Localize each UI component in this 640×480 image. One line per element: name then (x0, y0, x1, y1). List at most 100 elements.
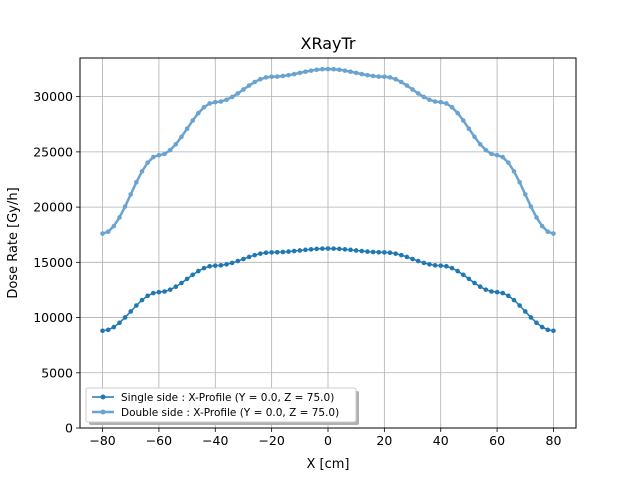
series-0-point (365, 249, 370, 254)
series-0-point (489, 289, 494, 294)
series-1-point (111, 223, 117, 229)
series-0-point (308, 247, 314, 252)
series-0-point (246, 254, 252, 260)
series-0-point (522, 309, 528, 314)
series-0-point (376, 249, 382, 255)
series-0-point (320, 246, 325, 251)
legend-label-single: Single side : X-Profile (Y = 0.0, Z = 75… (121, 392, 334, 404)
series-1-point (297, 70, 303, 76)
series-0-point (291, 248, 297, 254)
series-0-point (404, 254, 410, 260)
series-1-point (483, 147, 489, 153)
series-0-point (229, 260, 235, 266)
x-tick-label: 20 (376, 433, 392, 448)
series-0-point (421, 260, 427, 266)
series-0-point (150, 290, 156, 296)
series-1-point (196, 110, 201, 116)
series-0-point (534, 320, 539, 326)
series-1-point (179, 134, 184, 140)
x-tick-label: −60 (146, 433, 172, 448)
series-0-point (528, 315, 534, 320)
series-1-point (258, 76, 263, 82)
series-1-point (551, 231, 556, 236)
series-1-point (365, 72, 370, 78)
series-1-point (432, 99, 438, 104)
series-1-point (410, 87, 415, 92)
series-0-point (258, 251, 263, 256)
series-1-point (201, 104, 207, 110)
series-0-point (331, 246, 336, 251)
series-0-point (145, 293, 150, 299)
series-1-point (353, 70, 359, 76)
series-1-point (156, 152, 162, 158)
series-1-point (100, 231, 105, 236)
series-0-point (297, 248, 303, 253)
series-0-point (460, 272, 466, 278)
series-0-point (105, 327, 111, 333)
series-1-point (427, 97, 432, 103)
legend: Single side : X-Profile (Y = 0.0, Z = 75… (85, 387, 359, 425)
series-1-point (235, 91, 241, 96)
series-1-point (145, 160, 150, 165)
y-tick-label: 0 (65, 421, 73, 436)
series-0-point (477, 284, 483, 289)
series-0-point (342, 247, 348, 252)
series-1-point (263, 75, 269, 80)
series-1-point (184, 126, 190, 131)
series-0-point (539, 324, 545, 330)
series-0-point (111, 324, 117, 330)
series-0-point (117, 320, 122, 326)
y-tick-label: 15000 (33, 255, 73, 270)
series-1-point (348, 69, 353, 75)
series-0-point (252, 252, 258, 258)
series-0-point (387, 250, 393, 256)
series-0-point (472, 280, 477, 286)
series-1-point (212, 99, 218, 105)
series-1-point (303, 69, 308, 75)
series-1-point (162, 151, 167, 157)
x-tick-label: −20 (258, 433, 284, 448)
series-1-point (139, 169, 145, 174)
series-1-point (382, 74, 387, 80)
series-1-point (342, 68, 348, 73)
series-1-point (387, 75, 393, 80)
series-1-point (167, 147, 173, 153)
series-0-point (348, 247, 353, 253)
series-1-point (506, 160, 511, 165)
series-0-point (325, 246, 331, 251)
series-0-point (235, 258, 241, 264)
series-1-point (455, 110, 460, 116)
series-0-point (398, 252, 404, 258)
series-0-point (506, 293, 511, 299)
series-1-point (314, 67, 320, 73)
series-1-point (500, 154, 506, 160)
series-0-point (483, 287, 489, 292)
series-0-point (201, 265, 207, 271)
series-0-point (494, 289, 500, 295)
series-1-point (522, 192, 528, 197)
series-1-point (320, 66, 325, 72)
series-1-point (489, 151, 494, 157)
series-1-point (534, 215, 539, 220)
series-1-point (218, 99, 224, 104)
series-0-point (122, 315, 128, 320)
series-0-point (100, 328, 105, 334)
legend-marker-single (100, 394, 106, 400)
series-1-point (224, 97, 229, 103)
series-1-point (291, 71, 297, 77)
series-1-point (122, 204, 128, 209)
series-layer (100, 66, 556, 334)
series-1-point (404, 83, 410, 88)
x-tick-label: −80 (89, 433, 115, 448)
series-1-point (190, 118, 196, 123)
y-axis-label: Dose Rate [Gy/h] (6, 187, 21, 298)
series-0-point (179, 280, 184, 286)
series-0-point (382, 250, 387, 255)
series-1-point (449, 104, 455, 110)
series-0-point (139, 297, 145, 303)
series-0-point (218, 263, 224, 268)
series-0-point (190, 272, 196, 278)
series-0-point (415, 258, 421, 264)
series-1-point (466, 126, 472, 131)
y-tick-label: 30000 (33, 89, 73, 104)
